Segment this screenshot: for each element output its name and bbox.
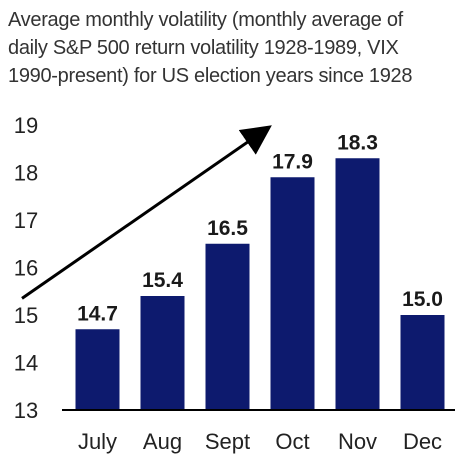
data-label: 16.5 — [207, 217, 248, 240]
data-label: 18.3 — [337, 131, 378, 154]
trend-arrow — [21, 125, 272, 300]
y-tick-label: 19 — [14, 113, 38, 138]
bar-aug — [140, 296, 185, 410]
bar-oct — [270, 177, 315, 410]
x-category-label: Nov — [338, 429, 377, 454]
chart-title-line: 1990-present) for US election years sinc… — [8, 65, 413, 87]
y-tick-label: 14 — [14, 351, 38, 376]
bar-sept — [205, 243, 250, 410]
bar-nov — [335, 158, 380, 410]
y-tick-label: 18 — [14, 161, 38, 186]
data-label: 17.9 — [272, 150, 313, 173]
bars — [75, 158, 445, 410]
x-category-label: Dec — [403, 429, 442, 454]
bar-dec — [400, 315, 445, 410]
y-tick-label: 17 — [14, 208, 38, 233]
y-tick-label: 15 — [14, 303, 38, 328]
x-axis-labels: July Aug Sept Oct Nov Dec — [78, 429, 442, 454]
data-label: 15.0 — [402, 288, 443, 311]
y-axis-ticks: 13 14 15 16 17 18 19 — [14, 113, 38, 423]
data-label: 14.7 — [77, 302, 118, 325]
y-tick-label: 16 — [14, 256, 38, 281]
x-category-label: Sept — [205, 429, 250, 454]
bar-july — [75, 329, 120, 410]
x-category-label: Aug — [143, 429, 182, 454]
data-labels: 14.7 15.4 16.5 17.9 18.3 15.0 — [77, 131, 443, 325]
x-category-label: July — [78, 429, 117, 454]
chart-title: Average monthly volatility (monthly aver… — [8, 6, 468, 90]
data-label: 15.4 — [142, 269, 183, 292]
chart-title-line: Average monthly volatility (monthly aver… — [8, 9, 403, 31]
x-category-label: Oct — [275, 429, 309, 454]
chart-title-line: daily S&P 500 return volatility 1928-198… — [8, 37, 399, 59]
y-tick-label: 13 — [14, 398, 38, 423]
